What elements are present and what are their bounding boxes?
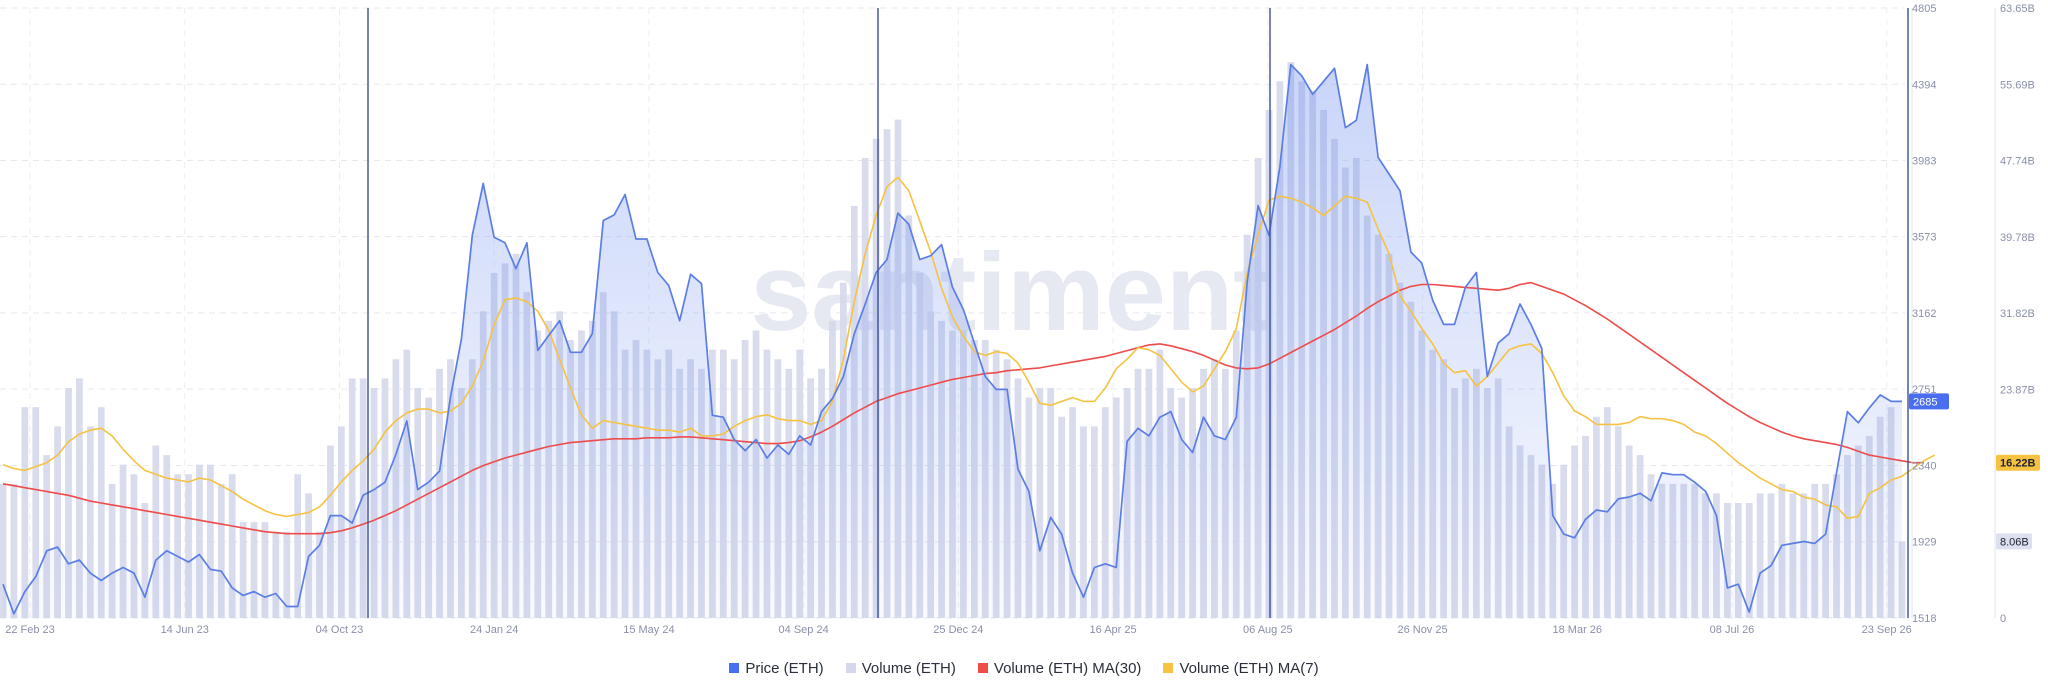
price-line	[2, 63, 1902, 615]
volume-bar	[152, 445, 160, 618]
volume-bar	[206, 464, 214, 618]
volume-tick-label: 31.82B	[2000, 308, 2035, 320]
price-tick-label: 3573	[1912, 232, 1936, 244]
price-tick-label: 3162	[1912, 308, 1936, 320]
x-tick-label: 08 Jul 26	[1710, 624, 1755, 636]
legend-item-price[interactable]: Price (ETH)	[729, 659, 824, 677]
volume-bar	[97, 407, 105, 618]
legend-item-ma7[interactable]: Volume (ETH) MA(7)	[1163, 659, 1319, 677]
volume-tick-label: 63.65B	[2000, 3, 2035, 15]
x-tick-label: 06 Aug 25	[1243, 624, 1293, 636]
volume-bar	[163, 455, 171, 618]
volume-bar	[1112, 397, 1120, 618]
volume-tick-label: 39.78B	[2000, 232, 2035, 244]
volume-bar	[1047, 387, 1055, 618]
x-tick-label: 25 Dec 24	[933, 624, 983, 636]
volume-bar	[1036, 387, 1044, 618]
volume-current-label: 8.06B	[2000, 536, 2029, 548]
volume-bar	[283, 531, 291, 618]
volume-bar	[130, 474, 138, 618]
volume-bar	[1080, 426, 1087, 618]
volume-bar	[261, 522, 269, 618]
volume-bar	[43, 455, 51, 618]
price-tick-label: 2751	[1912, 384, 1936, 396]
volume-bar	[1767, 493, 1775, 618]
volume-bar	[1745, 502, 1753, 618]
price-tick-label: 1929	[1912, 537, 1936, 549]
volume-bar	[272, 531, 280, 618]
ma30-current-label: 16.22B	[2000, 458, 2036, 470]
legend-label-price: Price (ETH)	[745, 659, 824, 677]
legend-label-ma30: Volume (ETH) MA(30)	[993, 659, 1142, 677]
volume-bar	[141, 502, 149, 618]
volume-tick-label: 55.69B	[2000, 79, 2035, 91]
volume-bar	[10, 483, 18, 618]
volume-bar	[54, 426, 61, 618]
volume-bar	[1724, 502, 1731, 618]
x-tick-label: 23 Sep 26	[1862, 624, 1912, 636]
volume-tick-label: 47.74B	[2000, 156, 2035, 168]
volume-bar	[294, 474, 302, 618]
legend-label-volume: Volume (ETH)	[861, 659, 956, 677]
volume-bar	[1069, 407, 1076, 618]
volume-bar	[32, 407, 40, 618]
volume-bar	[196, 464, 203, 618]
x-tick-label: 16 Apr 25	[1090, 624, 1137, 636]
volume-bar	[1756, 493, 1764, 618]
volume-bar	[1101, 407, 1109, 618]
legend-swatch-ma30	[977, 663, 988, 673]
volume-bar	[65, 387, 72, 618]
volume-tick-label: 23.87B	[2000, 384, 2035, 396]
price-current-badge	[1909, 393, 1949, 410]
legend-swatch-price	[729, 663, 740, 673]
x-tick-label: 15 May 24	[623, 624, 674, 636]
x-tick-label: 22 Feb 23	[5, 624, 55, 636]
chart-legend: Price (ETH) Volume (ETH) Volume (ETH) MA…	[0, 656, 2048, 680]
volume-bar	[174, 474, 181, 618]
volume-bar	[239, 522, 247, 618]
ma7-line	[2, 176, 1936, 520]
ma30-current-badge	[1996, 454, 2040, 471]
x-tick-label: 26 Nov 25	[1397, 624, 1447, 636]
price-tick-label: 1518	[1912, 613, 1936, 625]
legend-label-ma7: Volume (ETH) MA(7)	[1179, 659, 1319, 677]
volume-bar	[86, 426, 94, 618]
volume-bar	[108, 483, 116, 618]
x-tick-label: 04 Oct 23	[316, 624, 364, 636]
volume-bar	[1571, 445, 1578, 618]
legend-item-volume[interactable]: Volume (ETH)	[845, 659, 956, 677]
volume-bar	[0, 483, 7, 618]
volume-bar	[228, 474, 236, 618]
price-current-label: 2685	[1913, 396, 1937, 408]
legend-swatch-volume	[845, 663, 856, 673]
price-tick-label: 2340	[1912, 460, 1936, 472]
price-tick-label: 4394	[1912, 79, 1936, 91]
x-tick-label: 14 Jun 23	[161, 624, 209, 636]
x-tick-label: 18 Mar 26	[1553, 624, 1603, 636]
price-tick-label: 4805	[1912, 3, 1936, 15]
volume-bar	[1091, 426, 1098, 618]
price-tick-label: 3983	[1912, 156, 1936, 168]
x-tick-label: 24 Jan 24	[470, 624, 518, 636]
volume-bar	[1058, 416, 1066, 618]
volume-current-badge	[1996, 533, 2032, 550]
watermark-text: santiment	[750, 231, 1270, 354]
price-area	[3, 64, 1902, 619]
volume-bar	[250, 522, 258, 618]
volume-bar	[21, 407, 29, 618]
volume-bar	[348, 378, 356, 618]
volume-bar	[217, 483, 225, 618]
legend-item-ma30[interactable]: Volume (ETH) MA(30)	[977, 659, 1142, 677]
volume-bar	[119, 464, 127, 618]
x-tick-label: 04 Sep 24	[779, 624, 829, 636]
volume-tick-label: 0	[2000, 613, 2006, 625]
volume-bar	[185, 474, 192, 618]
volume-bar	[1734, 502, 1742, 618]
legend-swatch-ma7	[1163, 663, 1174, 673]
